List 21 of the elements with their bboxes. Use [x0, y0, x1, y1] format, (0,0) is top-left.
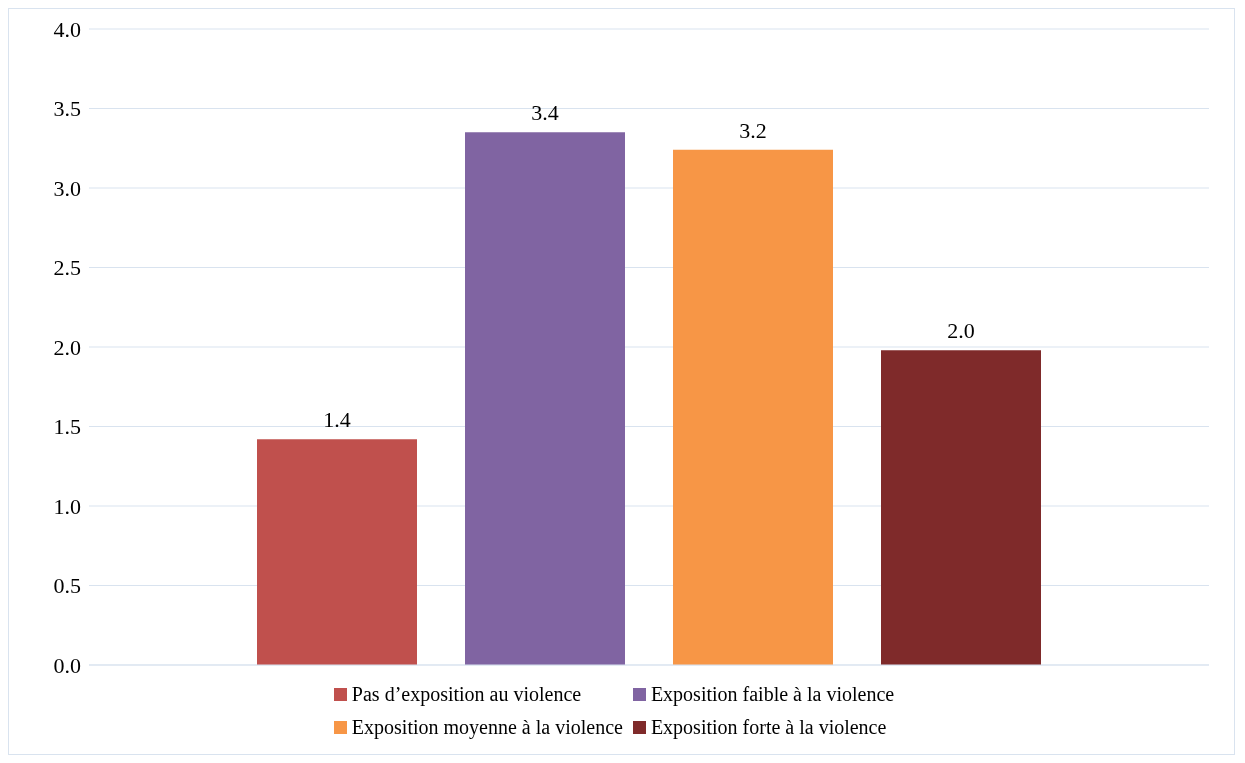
legend-label: Pas d’exposition au violence [351, 683, 582, 706]
legend-label: Exposition forte à la violence [650, 716, 887, 739]
y-tick-label: 2.5 [53, 255, 81, 281]
legend-label: Exposition moyenne à la violence [351, 716, 623, 739]
legend-label: Exposition faible à la violence [650, 683, 895, 706]
y-tick-label: 0.5 [53, 573, 81, 599]
y-tick-label: 4.0 [53, 16, 81, 42]
bar [881, 350, 1041, 665]
data-label: 1.4 [323, 407, 351, 433]
y-tick-label: 1.0 [53, 493, 81, 519]
y-tick-label: 0.0 [53, 652, 81, 678]
data-label: 3.4 [531, 100, 559, 126]
y-tick-label: 3.0 [53, 175, 81, 201]
data-label: 3.2 [739, 117, 767, 143]
y-tick-label: 1.5 [53, 414, 81, 440]
bar [465, 132, 625, 665]
bar [257, 439, 417, 665]
data-label: 2.0 [947, 318, 975, 344]
y-tick-label: 3.5 [53, 96, 81, 122]
y-tick-label: 2.0 [53, 334, 81, 360]
bar [673, 149, 833, 665]
